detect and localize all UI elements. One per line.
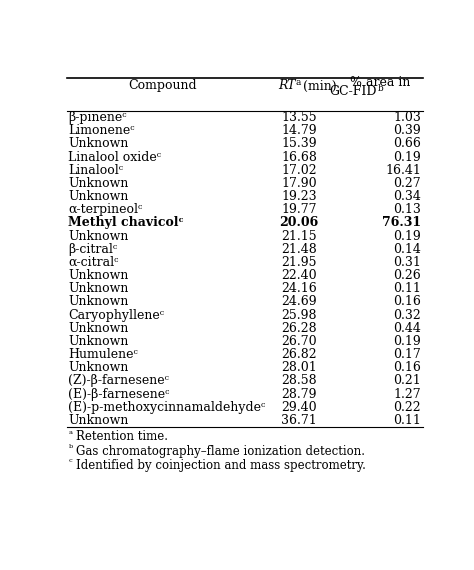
Text: 0.17: 0.17	[393, 348, 421, 361]
Text: 28.58: 28.58	[281, 374, 317, 388]
Text: 24.16: 24.16	[281, 282, 317, 295]
Text: 21.15: 21.15	[281, 230, 317, 243]
Text: b: b	[377, 84, 383, 93]
Text: 0.19: 0.19	[393, 230, 421, 243]
Text: (Z)-β-farneseneᶜ: (Z)-β-farneseneᶜ	[68, 374, 169, 388]
Text: β-pineneᶜ: β-pineneᶜ	[68, 111, 127, 124]
Text: α-terpineolᶜ: α-terpineolᶜ	[68, 203, 143, 216]
Text: (E)-p-methoxycinnamaldehydeᶜ: (E)-p-methoxycinnamaldehydeᶜ	[68, 401, 266, 414]
Text: 19.23: 19.23	[281, 190, 317, 203]
Text: Compound: Compound	[129, 79, 197, 92]
Text: Humuleneᶜ: Humuleneᶜ	[68, 348, 138, 361]
Text: 16.68: 16.68	[281, 150, 317, 164]
Text: 0.14: 0.14	[393, 243, 421, 256]
Text: 0.11: 0.11	[393, 282, 421, 295]
Text: 26.70: 26.70	[281, 335, 317, 348]
Text: ᵃ: ᵃ	[68, 430, 73, 438]
Text: 0.39: 0.39	[393, 124, 421, 137]
Text: 24.69: 24.69	[281, 295, 317, 308]
Text: 25.98: 25.98	[281, 308, 317, 321]
Text: 22.40: 22.40	[281, 269, 317, 282]
Text: 0.21: 0.21	[393, 374, 421, 388]
Text: 0.27: 0.27	[393, 177, 421, 190]
Text: 26.82: 26.82	[281, 348, 317, 361]
Text: 17.90: 17.90	[281, 177, 317, 190]
Text: 0.19: 0.19	[393, 150, 421, 164]
Text: Unknown: Unknown	[68, 295, 129, 308]
Text: GC-FID: GC-FID	[329, 85, 377, 98]
Text: Unknown: Unknown	[68, 335, 129, 348]
Text: Identified by coinjection and mass spectrometry.: Identified by coinjection and mass spect…	[76, 459, 365, 472]
Text: 21.95: 21.95	[281, 256, 317, 269]
Text: 17.02: 17.02	[281, 164, 317, 177]
Text: 0.16: 0.16	[393, 295, 421, 308]
Text: (E)-β-farneseneᶜ: (E)-β-farneseneᶜ	[68, 388, 170, 401]
Text: 0.13: 0.13	[393, 203, 421, 216]
Text: Caryophylleneᶜ: Caryophylleneᶜ	[68, 308, 164, 321]
Text: 16.41: 16.41	[385, 164, 421, 177]
Text: 0.19: 0.19	[393, 335, 421, 348]
Text: 0.31: 0.31	[393, 256, 421, 269]
Text: 14.79: 14.79	[281, 124, 317, 137]
Text: 13.55: 13.55	[281, 111, 317, 124]
Text: Linalool oxideᶜ: Linalool oxideᶜ	[68, 150, 162, 164]
Text: 26.28: 26.28	[281, 321, 317, 335]
Text: 21.48: 21.48	[281, 243, 317, 256]
Text: Unknown: Unknown	[68, 321, 129, 335]
Text: ᶜ: ᶜ	[68, 458, 72, 467]
Text: RT: RT	[278, 79, 295, 92]
Text: Gas chromatography–flame ionization detection.: Gas chromatography–flame ionization dete…	[76, 445, 365, 458]
Text: Unknown: Unknown	[68, 177, 129, 190]
Text: 1.27: 1.27	[393, 388, 421, 401]
Text: Unknown: Unknown	[68, 414, 129, 427]
Text: 0.44: 0.44	[393, 321, 421, 335]
Text: Limoneneᶜ: Limoneneᶜ	[68, 124, 135, 137]
Text: ᵇ: ᵇ	[68, 444, 73, 453]
Text: 0.66: 0.66	[393, 137, 421, 150]
Text: a: a	[296, 79, 301, 87]
Text: 20.06: 20.06	[279, 217, 319, 229]
Text: Unknown: Unknown	[68, 282, 129, 295]
Text: 76.31: 76.31	[382, 217, 421, 229]
Text: 28.01: 28.01	[281, 361, 317, 374]
Text: 1.03: 1.03	[393, 111, 421, 124]
Text: α-citralᶜ: α-citralᶜ	[68, 256, 119, 269]
Text: β-citralᶜ: β-citralᶜ	[68, 243, 118, 256]
Text: Unknown: Unknown	[68, 137, 129, 150]
Text: Methyl chavicolᶜ: Methyl chavicolᶜ	[68, 217, 184, 229]
Text: 0.32: 0.32	[393, 308, 421, 321]
Text: 15.39: 15.39	[281, 137, 317, 150]
Text: 0.26: 0.26	[393, 269, 421, 282]
Text: (min): (min)	[299, 79, 337, 92]
Text: 28.79: 28.79	[281, 388, 317, 401]
Text: % area in: % area in	[350, 76, 411, 89]
Text: Unknown: Unknown	[68, 230, 129, 243]
Text: 0.22: 0.22	[393, 401, 421, 414]
Text: 19.77: 19.77	[281, 203, 317, 216]
Text: 0.11: 0.11	[393, 414, 421, 427]
Text: 0.16: 0.16	[393, 361, 421, 374]
Text: Linaloolᶜ: Linaloolᶜ	[68, 164, 124, 177]
Text: Unknown: Unknown	[68, 190, 129, 203]
Text: 36.71: 36.71	[281, 414, 317, 427]
Text: 0.34: 0.34	[393, 190, 421, 203]
Text: Retention time.: Retention time.	[76, 430, 168, 443]
Text: Unknown: Unknown	[68, 269, 129, 282]
Text: Unknown: Unknown	[68, 361, 129, 374]
Text: 29.40: 29.40	[281, 401, 317, 414]
